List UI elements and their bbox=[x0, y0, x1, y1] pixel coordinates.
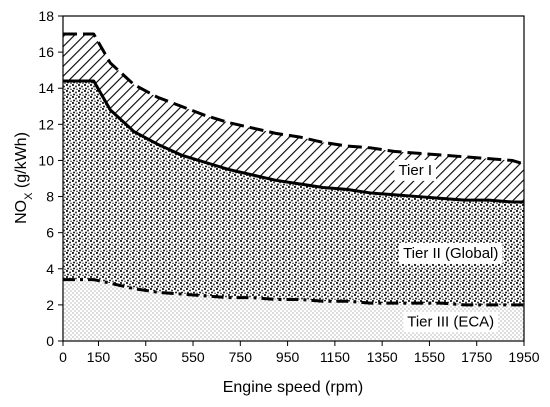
x-tick-label: 0 bbox=[59, 349, 67, 365]
y-axis-title-main: NO bbox=[13, 200, 30, 224]
y-tick-label: 2 bbox=[46, 297, 54, 313]
y-tick-label: 4 bbox=[46, 261, 54, 277]
region-label: Tier I bbox=[398, 162, 432, 179]
region-label-group: Tier II (Global) bbox=[399, 242, 503, 264]
region-label-group: Tier I bbox=[394, 159, 436, 181]
y-tick-label: 14 bbox=[38, 80, 54, 96]
x-tick-label: 1350 bbox=[367, 349, 398, 365]
region-label: Tier III (ECA) bbox=[407, 314, 494, 331]
x-tick-label: 950 bbox=[276, 349, 300, 365]
tier-3-line bbox=[63, 278, 524, 307]
x-axis-title: Engine speed (rpm) bbox=[223, 379, 364, 396]
region-label-background bbox=[403, 311, 499, 333]
y-axis-title-sub: X bbox=[23, 192, 35, 200]
y-tick-label: 6 bbox=[46, 225, 54, 241]
region-label-group: Tier III (ECA) bbox=[403, 311, 499, 333]
region-label: Tier II (Global) bbox=[403, 245, 498, 262]
x-tick-label: 750 bbox=[229, 349, 253, 365]
plot-frame bbox=[62, 15, 525, 342]
region-label-background bbox=[394, 159, 436, 181]
x-tick-label: 1950 bbox=[508, 349, 539, 365]
region-label-background bbox=[399, 242, 503, 264]
y-axis-title-unit: (g/kWh) bbox=[13, 132, 30, 192]
x-tick-label: 550 bbox=[181, 349, 205, 365]
x-tick-label: 150 bbox=[87, 349, 111, 365]
y-tick-label: 10 bbox=[38, 152, 54, 168]
y-tick-label: 0 bbox=[46, 333, 54, 349]
y-tick-label: 18 bbox=[38, 8, 54, 24]
y-tick-label: 12 bbox=[38, 116, 54, 132]
tier-2-line bbox=[63, 79, 524, 204]
tier-1-line bbox=[63, 32, 525, 166]
x-tick-label: 350 bbox=[134, 349, 158, 365]
y-axis-title: NOX (g/kWh) bbox=[13, 132, 35, 224]
x-tick-label: 1150 bbox=[320, 349, 350, 365]
y-tick-label: 8 bbox=[46, 189, 54, 205]
x-tick-label: 1750 bbox=[461, 349, 492, 365]
x-tick-label: 1550 bbox=[414, 349, 445, 365]
y-tick-label: 16 bbox=[38, 44, 54, 60]
